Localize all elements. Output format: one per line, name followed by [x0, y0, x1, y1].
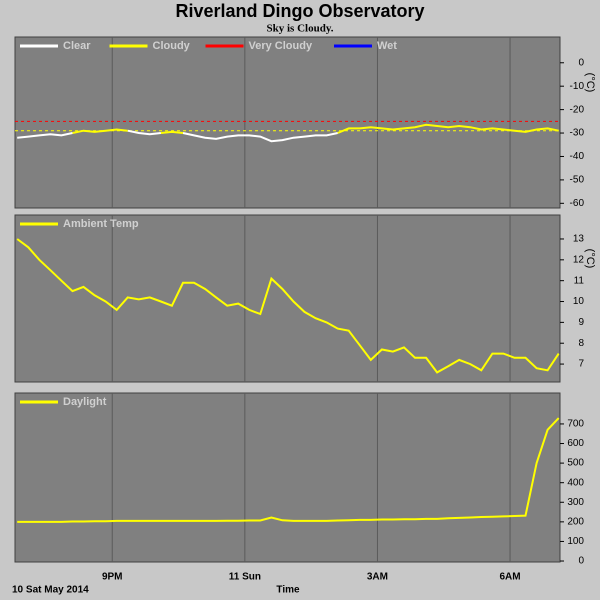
- y-tick-label: -50: [570, 175, 585, 186]
- y-tick-label: 8: [578, 338, 584, 349]
- chart-subtitle: Sky is Cloudy.: [267, 23, 334, 35]
- y-tick-label: 10: [573, 296, 585, 307]
- x-tick-label: 6AM: [499, 572, 520, 583]
- series-line: [72, 123, 559, 134]
- y-tick-label: 0: [578, 556, 584, 567]
- y-tick-label: 11: [574, 275, 585, 286]
- y-tick-label: 100: [567, 536, 584, 547]
- series-line: [17, 417, 560, 523]
- y-tick-label: 200: [567, 516, 584, 527]
- x-tick-label: 11 Sun: [229, 572, 261, 583]
- y-tick-label: 300: [567, 497, 584, 508]
- panel: [14, 214, 561, 383]
- series-line: [16, 238, 560, 374]
- y-tick-label: 7: [578, 359, 584, 370]
- y-tick-label: -10: [570, 81, 585, 92]
- legend-label: Wet: [377, 40, 397, 52]
- panel: [14, 36, 561, 209]
- legend-label: Cloudy: [153, 40, 191, 52]
- legend-label: Very Cloudy: [249, 40, 313, 52]
- y-tick-label: 700: [567, 419, 584, 430]
- date-label: 10 Sat May 2014: [12, 585, 89, 596]
- y-tick-label: -20: [570, 104, 585, 115]
- y-tick-label: -40: [570, 151, 585, 162]
- y-tick-label: 0: [578, 57, 584, 68]
- legend-label: Daylight: [63, 396, 107, 408]
- y-axis-label: (°C): [584, 249, 596, 269]
- y-tick-label: 500: [567, 458, 584, 469]
- legend-label: Clear: [63, 40, 91, 52]
- x-tick-label: 9PM: [102, 572, 123, 583]
- y-tick-label: 400: [567, 477, 584, 488]
- y-tick-label: 12: [573, 254, 585, 265]
- x-axis-label: Time: [276, 585, 300, 596]
- chart-title: Riverland Dingo Observatory: [175, 1, 424, 21]
- y-axis-label: (°C): [584, 73, 596, 93]
- panel: [14, 392, 561, 563]
- y-tick-label: -60: [570, 198, 585, 209]
- y-tick-label: 9: [578, 317, 584, 328]
- legend-label: Ambient Temp: [63, 218, 139, 230]
- y-tick-label: -30: [570, 128, 585, 139]
- y-tick-label: 13: [573, 234, 585, 245]
- y-tick-label: 600: [567, 438, 584, 449]
- x-tick-label: 3AM: [367, 572, 388, 583]
- series-line: [17, 129, 338, 143]
